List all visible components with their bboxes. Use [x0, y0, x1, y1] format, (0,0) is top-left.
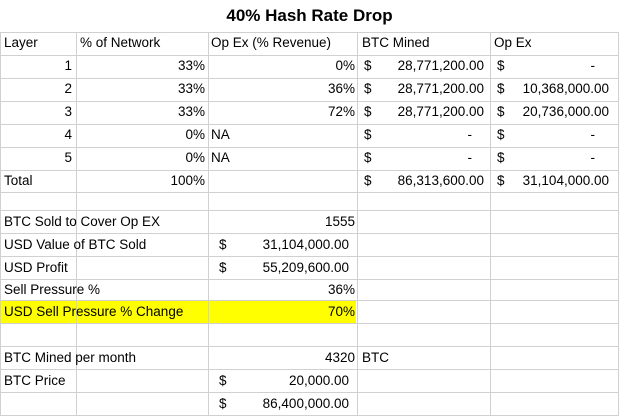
currency-symbol: $ [364, 58, 372, 73]
summary-label[interactable]: BTC Sold to Cover Op EX [4, 214, 161, 229]
product-value[interactable]: 86,400,000.00 [262, 396, 349, 411]
layer-cell[interactable]: 1 [64, 58, 72, 73]
opex-cell[interactable]: 10,368,000.00 [522, 81, 609, 96]
layer-cell[interactable]: 5 [64, 150, 72, 165]
grid-row-line [0, 279, 619, 280]
sheet-title: 40% Hash Rate Drop [226, 6, 393, 25]
grid-row-line [0, 55, 619, 56]
opex-na-cell[interactable]: NA [211, 127, 230, 142]
opex-pct-cell[interactable]: 0% [335, 58, 355, 73]
btc-mined-cell[interactable]: - [467, 150, 473, 165]
summary-value[interactable]: 31,104,000.00 [262, 237, 349, 252]
header-pct-network[interactable]: % of Network [80, 35, 161, 50]
grid-row-line [0, 256, 619, 257]
grid-row-line [0, 210, 619, 211]
network-pct-cell[interactable]: 33% [177, 104, 205, 119]
currency-symbol: $ [364, 81, 372, 96]
header-opex[interactable]: Op Ex [494, 35, 532, 50]
grid-row-line [0, 78, 619, 79]
grid-row-line [0, 124, 619, 125]
btc-mined-cell[interactable]: 28,771,200.00 [397, 58, 484, 73]
grid-row-line [0, 392, 619, 393]
currency-symbol: $ [219, 396, 227, 411]
price-label[interactable]: BTC Price [4, 373, 66, 388]
btc-mined-cell[interactable]: 28,771,200.00 [397, 81, 484, 96]
monthly-label[interactable]: BTC Mined per month [4, 350, 137, 365]
grid-row-line [0, 323, 619, 324]
network-pct-cell[interactable]: 33% [177, 81, 205, 96]
header-opex-pct[interactable]: Op Ex (% Revenue) [211, 35, 332, 50]
currency-symbol: $ [497, 173, 505, 188]
summary-value[interactable]: 36% [327, 282, 355, 297]
monthly-unit[interactable]: BTC [362, 350, 389, 365]
grid-col-line [208, 32, 209, 416]
grid-col-line [0, 32, 1, 416]
layer-cell[interactable]: 3 [64, 104, 72, 119]
network-pct-cell[interactable]: 0% [185, 150, 205, 165]
grid-row-line [0, 147, 619, 148]
currency-symbol: $ [497, 127, 505, 142]
opex-na-cell[interactable]: NA [211, 150, 230, 165]
grid-row-line [0, 233, 619, 234]
summary-value[interactable]: 55,209,600.00 [262, 260, 349, 275]
grid-col-line [357, 32, 358, 416]
network-pct-cell[interactable]: 33% [177, 58, 205, 73]
currency-symbol: $ [364, 150, 372, 165]
grid-row-line [0, 300, 619, 301]
header-layer[interactable]: Layer [4, 35, 38, 50]
opex-cell[interactable]: - [590, 127, 596, 142]
summary-value[interactable]: 1555 [324, 214, 355, 229]
summary-label[interactable]: USD Profit [4, 260, 68, 275]
opex-cell[interactable]: - [590, 150, 596, 165]
grid-row-line [0, 346, 619, 347]
currency-symbol: $ [219, 260, 227, 275]
highlight-row [0, 300, 356, 323]
grid-row-line [0, 369, 619, 370]
btc-mined-cell[interactable]: 28,771,200.00 [397, 104, 484, 119]
grid-row-line [0, 101, 619, 102]
summary-label[interactable]: USD Sell Pressure % Change [4, 304, 184, 319]
monthly-value[interactable]: 4320 [324, 350, 355, 365]
layer-cell[interactable]: 4 [64, 127, 72, 142]
summary-value[interactable]: 70% [327, 304, 355, 319]
currency-symbol: $ [219, 373, 227, 388]
total-opex-cell[interactable]: 31,104,000.00 [522, 173, 609, 188]
network-pct-cell[interactable]: 0% [185, 127, 205, 142]
total-mined-cell[interactable]: 86,313,600.00 [397, 173, 484, 188]
currency-symbol: $ [497, 104, 505, 119]
currency-symbol: $ [364, 127, 372, 142]
layer-cell[interactable]: 2 [64, 81, 72, 96]
btc-mined-cell[interactable]: - [467, 127, 473, 142]
total-label[interactable]: Total [4, 173, 33, 188]
currency-symbol: $ [364, 104, 372, 119]
summary-label[interactable]: Sell Pressure % [4, 282, 101, 297]
total-pct-cell[interactable]: 100% [170, 173, 205, 188]
opex-cell[interactable]: - [590, 58, 596, 73]
currency-symbol: $ [364, 173, 372, 188]
summary-label[interactable]: USD Value of BTC Sold [4, 237, 147, 252]
currency-symbol: $ [497, 81, 505, 96]
opex-pct-cell[interactable]: 72% [327, 104, 355, 119]
grid-col-line [490, 32, 491, 416]
currency-symbol: $ [219, 237, 227, 252]
opex-pct-cell[interactable]: 36% [327, 81, 355, 96]
currency-symbol: $ [497, 58, 505, 73]
price-value[interactable]: 20,000.00 [288, 373, 349, 388]
grid-row-line [0, 170, 619, 171]
header-btc-mined[interactable]: BTC Mined [362, 35, 430, 50]
grid-col-line [76, 32, 77, 416]
opex-cell[interactable]: 20,736,000.00 [522, 104, 609, 119]
currency-symbol: $ [497, 150, 505, 165]
grid-row-line [0, 192, 619, 193]
grid-row-line [0, 32, 619, 33]
